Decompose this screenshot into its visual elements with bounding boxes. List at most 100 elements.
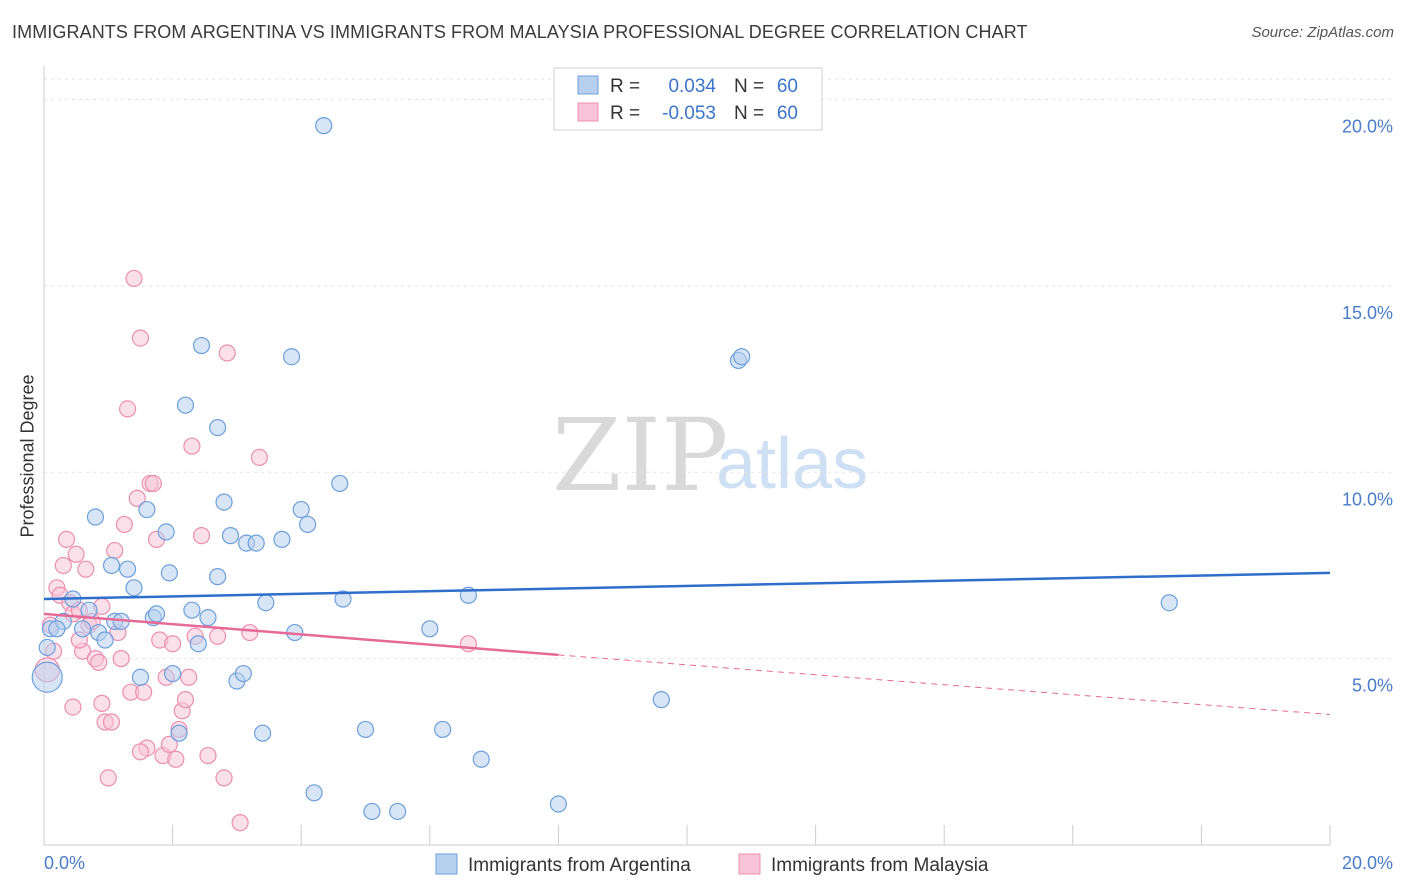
argentina-point-6 xyxy=(80,601,98,619)
stats-n-label-argentina: N = xyxy=(734,76,764,97)
argentina-point-5 xyxy=(73,620,92,638)
argentina-point-47 xyxy=(356,720,375,739)
argentina-point-35 xyxy=(247,534,265,552)
stats-legend-frame xyxy=(553,67,823,131)
y-tick-labels: 5.0% 10.0% 15.0% 20.0% xyxy=(1342,117,1393,696)
malaysia-point-29 xyxy=(125,269,143,288)
trend-line-malaysia-extension xyxy=(558,654,1331,716)
malaysia-point-49 xyxy=(192,527,211,545)
malaysia-point-46 xyxy=(180,668,198,686)
argentina-point-26 xyxy=(192,336,211,355)
watermark-atlas: atlas xyxy=(716,424,868,504)
malaysia-point-42 xyxy=(167,750,185,768)
malaysia-point-35 xyxy=(144,474,162,493)
argentina-point-45 xyxy=(331,474,349,493)
malaysia-point-40 xyxy=(160,735,178,753)
stats-swatch-malaysia xyxy=(577,102,599,122)
malaysia-point-13 xyxy=(77,560,95,578)
legend-swatch-malaysia xyxy=(738,853,761,875)
watermark: ZIP atlas xyxy=(552,397,868,514)
argentina-point-0 xyxy=(31,661,63,693)
y-tick-label-15: 15.0% xyxy=(1342,303,1393,323)
watermark-zip: ZIP xyxy=(552,397,728,514)
malaysia-point-51 xyxy=(209,627,227,645)
stats-r-value-malaysia: -0.053 xyxy=(662,103,716,124)
malaysia-point-32 xyxy=(135,683,153,701)
argentina-point-33 xyxy=(234,664,252,683)
argentina-point-16 xyxy=(138,500,156,519)
malaysia-point-56 xyxy=(250,448,269,466)
malaysia-point-5 xyxy=(54,556,72,575)
argentina-point-37 xyxy=(257,594,275,612)
malaysia-point-30 xyxy=(128,489,146,507)
argentina-point-57 xyxy=(733,348,751,366)
trend-line-argentina xyxy=(43,571,1331,601)
stats-r-label-argentina: R = xyxy=(610,76,640,97)
argentina-point-30 xyxy=(215,493,233,511)
stats-swatch-argentina xyxy=(577,75,599,95)
argentina-point-29 xyxy=(209,568,227,586)
argentina-point-48 xyxy=(363,802,381,821)
malaysia-point-21 xyxy=(99,769,117,787)
series-legend: Immigrants from Argentina Immigrants fro… xyxy=(435,853,989,876)
y-tick-label-10: 10.0% xyxy=(1342,489,1393,509)
argentina-point-25 xyxy=(189,635,207,653)
argentina-point-21 xyxy=(164,664,182,683)
argentina-point-55 xyxy=(652,691,670,709)
argentina-point-50 xyxy=(421,620,439,638)
argentina-point-38 xyxy=(273,530,291,548)
series-argentina-points xyxy=(31,117,1178,821)
argentina-point-31 xyxy=(221,527,240,545)
argentina-point-46 xyxy=(334,590,352,608)
argentina-point-59 xyxy=(48,620,66,638)
malaysia-point-53 xyxy=(218,344,236,362)
stats-r-value-argentina: 0.034 xyxy=(668,76,716,97)
stats-n-value-malaysia: 60 xyxy=(777,103,798,124)
malaysia-point-31 xyxy=(131,329,150,347)
malaysia-point-54 xyxy=(231,814,249,832)
malaysia-point-6 xyxy=(57,530,76,548)
argentina-point-54 xyxy=(549,795,568,813)
argentina-point-53 xyxy=(472,750,490,768)
argentina-point-10 xyxy=(102,556,121,575)
y-tick-label-20: 20.0% xyxy=(1342,117,1393,137)
malaysia-point-10 xyxy=(67,545,85,563)
argentina-point-15 xyxy=(131,668,150,686)
source-label: Source: ZipAtlas.com xyxy=(1251,24,1394,41)
y-tick-label-5: 5.0% xyxy=(1352,676,1393,696)
x-tick-label-max: 20.0% xyxy=(1342,853,1393,873)
stats-legend: R = 0.034 N = 60 R = -0.053 N = 60 xyxy=(553,67,823,131)
argentina-point-42 xyxy=(299,515,317,534)
argentina-point-43 xyxy=(305,784,323,802)
argentina-point-41 xyxy=(292,500,310,519)
malaysia-point-47 xyxy=(183,437,201,455)
malaysia-point-52 xyxy=(215,769,233,787)
stats-n-value-argentina: 60 xyxy=(777,76,798,97)
argentina-point-13 xyxy=(118,560,137,578)
malaysia-point-27 xyxy=(118,400,137,418)
malaysia-point-17 xyxy=(90,653,108,671)
argentina-point-23 xyxy=(176,396,195,414)
argentina-point-1 xyxy=(38,638,56,657)
argentina-point-18 xyxy=(147,605,166,623)
argentina-point-27 xyxy=(199,609,217,627)
x-tick-label-min: 0.0% xyxy=(44,853,85,873)
argentina-point-9 xyxy=(96,631,114,649)
argentina-point-22 xyxy=(170,724,188,742)
argentina-point-20 xyxy=(160,564,178,582)
argentina-point-28 xyxy=(209,418,227,437)
axes xyxy=(43,66,1331,846)
argentina-point-36 xyxy=(254,724,272,742)
malaysia-point-23 xyxy=(106,541,124,560)
grid xyxy=(44,78,1393,660)
argentina-point-14 xyxy=(125,579,143,597)
argentina-point-7 xyxy=(86,508,105,526)
trend-line-malaysia xyxy=(43,612,559,657)
malaysia-point-50 xyxy=(199,746,217,765)
legend-swatch-argentina xyxy=(435,853,458,875)
argentina-point-39 xyxy=(282,348,301,366)
x-tick-labels: 0.0% 20.0% xyxy=(44,853,1393,873)
chart-title: IMMIGRANTS FROM ARGENTINA VS IMMIGRANTS … xyxy=(12,22,1028,42)
argentina-point-24 xyxy=(183,601,201,619)
